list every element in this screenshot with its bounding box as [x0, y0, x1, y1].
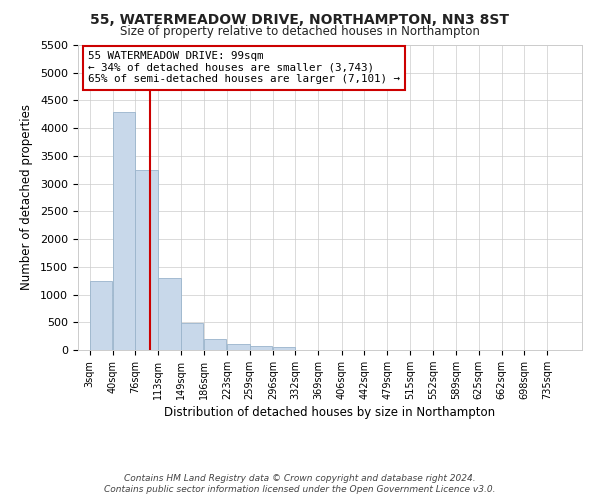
- Bar: [250, 346, 272, 350]
- Bar: [273, 346, 295, 350]
- X-axis label: Distribution of detached houses by size in Northampton: Distribution of detached houses by size …: [164, 406, 496, 419]
- Text: 55 WATERMEADOW DRIVE: 99sqm
← 34% of detached houses are smaller (3,743)
65% of : 55 WATERMEADOW DRIVE: 99sqm ← 34% of det…: [88, 51, 400, 84]
- Text: Size of property relative to detached houses in Northampton: Size of property relative to detached ho…: [120, 25, 480, 38]
- Bar: [89, 280, 112, 350]
- Bar: [181, 324, 203, 350]
- Bar: [135, 170, 158, 350]
- Bar: [113, 112, 135, 350]
- Y-axis label: Number of detached properties: Number of detached properties: [20, 104, 33, 290]
- Bar: [204, 339, 226, 350]
- Text: 55, WATERMEADOW DRIVE, NORTHAMPTON, NN3 8ST: 55, WATERMEADOW DRIVE, NORTHAMPTON, NN3 …: [91, 12, 509, 26]
- Bar: [158, 278, 181, 350]
- Text: Contains HM Land Registry data © Crown copyright and database right 2024.
Contai: Contains HM Land Registry data © Crown c…: [104, 474, 496, 494]
- Bar: [227, 344, 250, 350]
